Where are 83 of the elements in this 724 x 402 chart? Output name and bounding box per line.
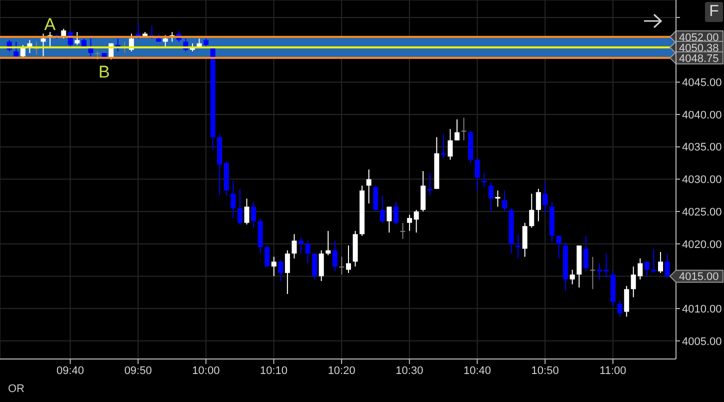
y-tick-label: 4045.00	[682, 77, 722, 90]
candlestick	[14, 41, 19, 57]
candlestick	[40, 33, 46, 57]
candlestick	[482, 172, 487, 188]
candlestick	[264, 244, 270, 267]
candlestick	[373, 185, 378, 212]
annotation: B	[98, 62, 110, 82]
y-tick-label: 4010.00	[682, 303, 722, 316]
candlestick	[332, 240, 338, 272]
y-tick-label: 4040.00	[682, 109, 722, 122]
x-tick-label: 09:40	[56, 364, 84, 377]
ref-line-label: 4050.38	[679, 42, 719, 54]
x-tick-label: 11:00	[600, 364, 626, 377]
x-tick-label: 10:20	[328, 364, 356, 377]
candlestick	[339, 256, 344, 276]
candlestick	[583, 235, 588, 272]
candlestick	[488, 182, 494, 212]
candlestick	[400, 222, 406, 240]
candlestick	[162, 34, 168, 48]
candlestick	[414, 209, 419, 234]
candlestick	[312, 253, 318, 280]
candlestick	[27, 40, 32, 54]
candlestick	[393, 201, 398, 225]
candlestick	[570, 269, 575, 285]
candlestick	[244, 198, 250, 225]
annotation: A	[44, 15, 56, 34]
x-tick-label: 10:40	[464, 364, 492, 377]
candlestick	[664, 253, 670, 278]
candlestick	[644, 261, 650, 277]
candlestick	[536, 188, 541, 222]
candlestick	[440, 133, 446, 159]
candlestick	[529, 193, 534, 228]
y-tick-label: 4020.00	[682, 238, 722, 251]
candlestick	[326, 230, 331, 256]
candlestick	[380, 194, 385, 224]
candlestick	[617, 300, 622, 318]
ref-line-label: 4052.00	[679, 32, 719, 44]
candlestick	[590, 256, 596, 290]
candlestick	[624, 285, 630, 318]
x-tick-label: 09:50	[124, 364, 152, 377]
candlestick	[407, 214, 412, 232]
candlestick	[271, 256, 276, 277]
candlestick	[448, 128, 453, 160]
button: F	[705, 2, 723, 22]
x-tick-label: 10:00	[192, 364, 220, 377]
x-tick-label: 10:30	[396, 364, 424, 377]
x-tick-label: 10:10	[260, 364, 288, 377]
candlestick	[474, 158, 480, 191]
candlestick	[502, 190, 507, 212]
y-tick-label: 4005.00	[682, 336, 722, 348]
annotation: 4015.00	[679, 271, 719, 284]
candlestick	[237, 188, 242, 225]
text: OR	[8, 383, 24, 395]
y-tick-label: 4030.00	[682, 174, 722, 186]
candlestick	[454, 118, 460, 141]
candlestick	[298, 236, 304, 254]
candlestick	[366, 168, 372, 204]
candlestick	[651, 248, 656, 274]
candlestick	[658, 251, 664, 274]
candlestick	[278, 260, 284, 282]
candlestick	[251, 201, 256, 228]
candlestick	[230, 180, 236, 218]
candlestick	[461, 117, 466, 141]
candlestick	[305, 240, 310, 264]
candlestick	[542, 182, 548, 214]
candlestick	[556, 235, 562, 259]
candlestick	[284, 250, 290, 294]
candlestick	[522, 222, 528, 258]
candlestick	[115, 38, 120, 52]
candlestick	[292, 234, 297, 259]
candlestick	[88, 38, 94, 57]
candlestick	[386, 206, 392, 234]
candlestick	[318, 250, 324, 282]
candlestick	[346, 244, 351, 274]
candlestick	[516, 234, 521, 259]
candlestick	[74, 32, 80, 46]
x-tick-label: 10:50	[531, 364, 559, 377]
y-tick-label: 4035.00	[682, 142, 722, 154]
ref-line-label: 4048.75	[679, 52, 719, 65]
candlestick	[427, 172, 432, 196]
candlestick	[20, 44, 26, 58]
y-tick-label: 4025.00	[682, 206, 722, 218]
candlestick	[495, 190, 500, 208]
